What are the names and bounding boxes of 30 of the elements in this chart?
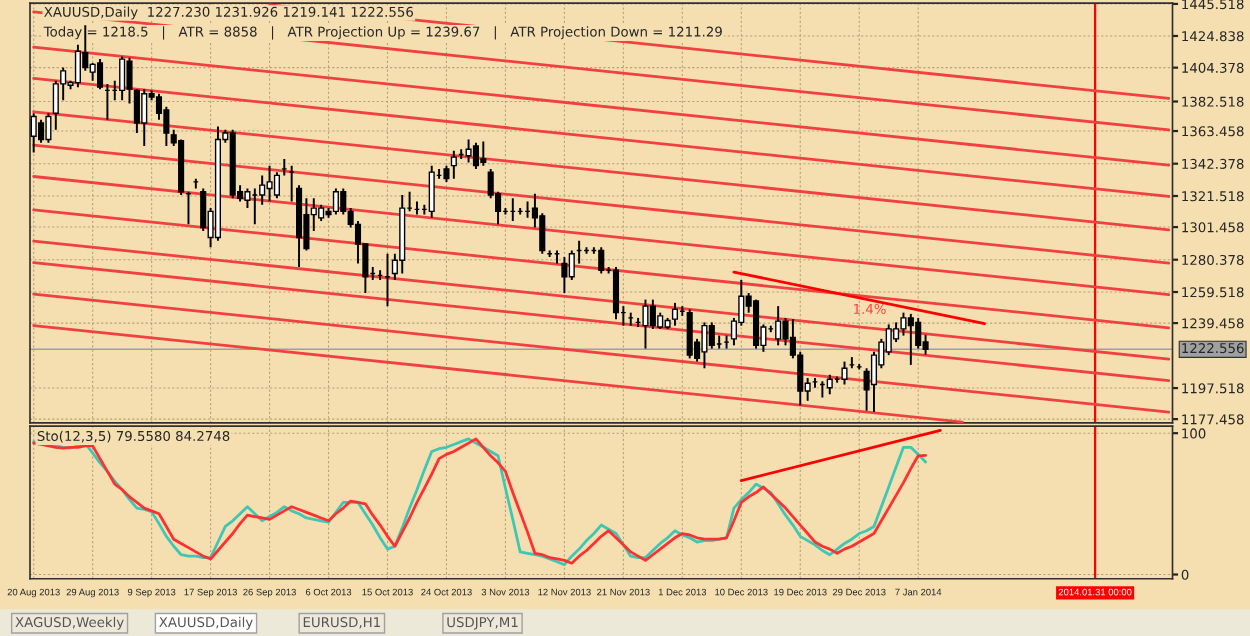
candlestick [141, 88, 148, 147]
candlestick [568, 249, 575, 281]
candlestick [30, 112, 37, 154]
candlestick [612, 265, 620, 321]
candlestick [200, 187, 207, 232]
candlestick [332, 187, 339, 216]
candlestick [752, 298, 760, 350]
candlestick [826, 373, 833, 396]
candlestick [266, 164, 273, 203]
candlestick [649, 298, 656, 330]
candlestick [686, 308, 693, 360]
candlestick [671, 301, 679, 327]
candlestick [701, 321, 708, 370]
candlestick [244, 187, 251, 210]
candlestick [119, 55, 126, 102]
candlestick [708, 321, 715, 350]
candlestick [450, 149, 457, 180]
candlestick [642, 298, 649, 350]
candlestick [428, 164, 435, 219]
candlestick [598, 246, 605, 275]
candlestick [841, 360, 848, 386]
candlestick [561, 256, 568, 294]
candlestick [907, 312, 914, 366]
candlestick [273, 171, 280, 200]
candlestick [775, 305, 782, 347]
candlestick [465, 138, 472, 164]
candlestick [480, 140, 487, 167]
candlestick [38, 118, 45, 144]
candlestick [45, 112, 52, 144]
candlestick [472, 141, 479, 170]
